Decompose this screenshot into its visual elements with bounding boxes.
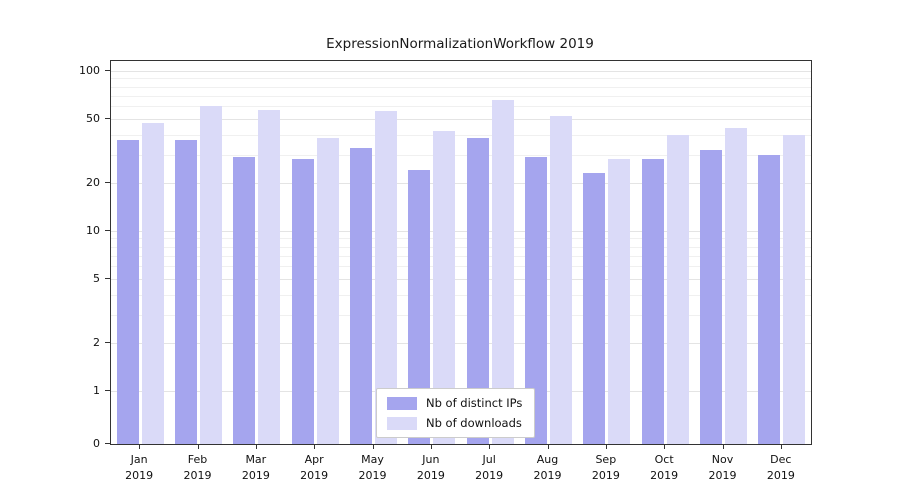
- x-tick-mark: [722, 444, 724, 449]
- bar-downloads: [258, 110, 281, 444]
- gridline-minor: [111, 246, 811, 248]
- x-tick-mark: [664, 444, 666, 449]
- legend-item-distinct-ips: Nb of distinct IPs: [387, 396, 522, 410]
- y-tick-label: 50: [86, 112, 100, 126]
- x-tick-label: Mar 2019: [241, 453, 270, 482]
- bar-distinct-ips: [700, 150, 722, 444]
- bar-distinct-ips: [466, 138, 489, 444]
- bar-distinct-ips: [116, 140, 139, 444]
- x-tick-label: Aug 2019: [533, 453, 562, 482]
- bar-distinct-ips: [175, 140, 197, 444]
- gridline-minor: [111, 134, 811, 136]
- y-tick-mark: [105, 118, 110, 120]
- gridline-minor: [111, 78, 811, 80]
- x-tick-mark: [547, 444, 549, 449]
- gridline-minor: [111, 154, 811, 156]
- x-tick-mark: [372, 444, 374, 449]
- bar-distinct-ips: [350, 148, 372, 444]
- gridline-major: [111, 71, 811, 72]
- bar-distinct-ips: [408, 170, 431, 444]
- bar-downloads: [316, 138, 339, 444]
- bar-distinct-ips: [758, 154, 781, 444]
- gridline-minor: [111, 266, 811, 268]
- y-tick-label: 100: [79, 64, 100, 77]
- x-tick-label: Apr 2019: [300, 453, 329, 482]
- x-tick-label: May 2019: [358, 453, 387, 482]
- y-tick-label: 10: [86, 224, 100, 237]
- bar-downloads: [783, 134, 806, 444]
- legend-label-downloads: Nb of downloads: [426, 416, 522, 430]
- legend-item-downloads: Nb of downloads: [387, 416, 522, 430]
- y-tick-label: 5: [93, 272, 100, 286]
- x-tick-label: Jun 2019: [416, 453, 445, 482]
- x-tick-label: Feb 2019: [183, 453, 212, 482]
- y-tick-label: 1: [93, 384, 100, 397]
- gridline-minor: [111, 106, 811, 108]
- x-tick-mark: [489, 444, 491, 449]
- x-tick-label: Dec 2019: [766, 453, 795, 482]
- gridline-minor: [111, 294, 811, 296]
- y-tick-mark: [105, 230, 110, 231]
- y-tick-mark: [105, 70, 110, 71]
- bar-downloads: [725, 128, 747, 444]
- gridline-major: [111, 119, 811, 121]
- bar-downloads: [433, 131, 456, 444]
- bar-downloads: [666, 134, 689, 444]
- y-tick-mark: [105, 390, 110, 391]
- chart-title: ExpressionNormalizationWorkflow 2019: [326, 36, 594, 52]
- y-tick-mark: [105, 181, 110, 183]
- gridline-major: [111, 279, 811, 281]
- x-tick-label: Sep 2019: [591, 453, 620, 482]
- x-tick-mark: [780, 444, 782, 449]
- bar-downloads: [141, 123, 164, 444]
- x-tick-label: Jul 2019: [475, 453, 504, 482]
- gridline-minor: [111, 238, 811, 240]
- y-tick-label: 2: [93, 335, 100, 349]
- y-tick-mark: [105, 278, 110, 280]
- bar-distinct-ips: [641, 159, 664, 444]
- gridline-major: [111, 231, 811, 232]
- y-tick-label: 20: [86, 175, 100, 189]
- x-tick-mark: [197, 444, 199, 449]
- gridline-major: [111, 342, 811, 344]
- x-tick-label: Nov 2019: [708, 453, 737, 482]
- y-tick-mark: [105, 443, 110, 444]
- bar-distinct-ips: [233, 157, 256, 444]
- plot-area: [110, 60, 812, 445]
- bar-distinct-ips: [583, 173, 606, 444]
- x-tick-mark: [605, 444, 607, 449]
- gridline-minor: [111, 314, 811, 316]
- x-tick-label: Jan 2019: [125, 453, 154, 482]
- x-tick-mark: [314, 444, 316, 449]
- legend-label-distinct-ips: Nb of distinct IPs: [426, 396, 523, 410]
- legend: Nb of distinct IPs Nb of downloads: [376, 388, 536, 438]
- x-tick-mark: [139, 444, 141, 449]
- bar-downloads: [200, 106, 222, 444]
- gridline-minor: [111, 86, 811, 88]
- legend-swatch-downloads: [387, 416, 417, 430]
- gridline-minor: [111, 255, 811, 257]
- legend-swatch-distinct-ips: [387, 396, 417, 410]
- y-tick-mark: [105, 341, 110, 343]
- bar-distinct-ips: [291, 159, 314, 444]
- bar-downloads: [550, 116, 572, 444]
- bar-distinct-ips: [525, 157, 547, 444]
- x-tick-mark: [255, 444, 257, 449]
- bar-downloads: [491, 99, 514, 444]
- gridline-minor: [111, 95, 811, 97]
- gridline-major: [111, 182, 811, 184]
- bar-downloads: [375, 111, 397, 444]
- x-tick-mark: [430, 444, 432, 449]
- y-tick-label: 0: [93, 437, 100, 450]
- x-tick-label: Oct 2019: [650, 453, 679, 482]
- bar-downloads: [608, 159, 631, 444]
